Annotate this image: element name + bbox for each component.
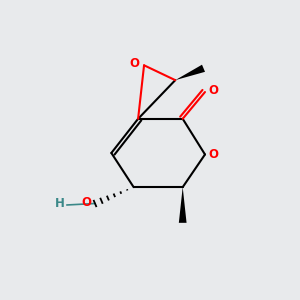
Text: O: O — [82, 196, 92, 208]
Text: H: H — [54, 197, 64, 210]
Text: O: O — [130, 57, 140, 70]
Text: O: O — [208, 148, 218, 161]
Polygon shape — [175, 65, 205, 80]
Polygon shape — [179, 187, 187, 223]
Text: O: O — [208, 84, 218, 97]
